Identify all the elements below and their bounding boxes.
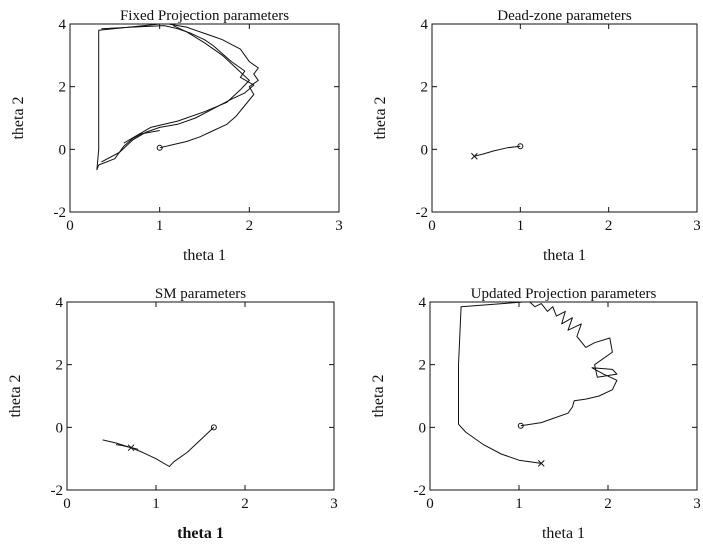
trajectory-line-2 xyxy=(101,25,255,163)
plot-frame xyxy=(69,23,340,213)
y-tick-label: 4 xyxy=(59,17,67,33)
plot-title: Dead-zone parameters xyxy=(497,8,632,24)
y-tick-label: -2 xyxy=(414,483,427,499)
start-marker-o xyxy=(156,144,163,151)
plot-frame xyxy=(429,301,698,491)
y-tick-label: 2 xyxy=(419,358,427,374)
y-tick-label: 0 xyxy=(419,420,427,436)
trajectory-line-1 xyxy=(458,301,618,464)
x-axis-label: theta 1 xyxy=(183,247,226,264)
x-tick-label: 3 xyxy=(335,218,343,234)
y-tick-label: 0 xyxy=(59,142,67,158)
y-axis-label: theta 2 xyxy=(10,96,27,139)
plot-title: Fixed Projection parameters xyxy=(120,8,289,24)
y-axis-label: theta 2 xyxy=(7,374,24,417)
end-marker-x xyxy=(537,460,545,467)
y-tick-label: 0 xyxy=(421,142,429,158)
x-tick-label: 2 xyxy=(241,496,249,512)
y-tick-label: -2 xyxy=(54,205,67,221)
x-tick-label: 2 xyxy=(604,496,612,512)
end-marker-x xyxy=(471,152,478,160)
x-axis-label: theta 1 xyxy=(543,247,586,264)
y-tick-label: 4 xyxy=(56,295,64,311)
y-axis-label: theta 2 xyxy=(372,96,389,139)
x-axis-label: theta 1 xyxy=(177,525,224,542)
start-marker-o xyxy=(210,424,217,431)
start-marker-o xyxy=(517,422,524,429)
plot-frame xyxy=(431,23,698,213)
x-tick-label: 1 xyxy=(515,496,523,512)
x-tick-label: 0 xyxy=(428,218,436,234)
trajectory-line-1 xyxy=(474,145,521,157)
trajectory-line-1 xyxy=(102,426,215,467)
start-marker-o xyxy=(517,143,524,150)
x-tick-label: 2 xyxy=(605,218,613,234)
x-tick-label: 1 xyxy=(156,218,164,234)
x-tick-label: 2 xyxy=(246,218,254,234)
x-tick-label: 3 xyxy=(693,218,701,234)
y-tick-label: 4 xyxy=(419,295,427,311)
x-tick-label: 1 xyxy=(517,218,525,234)
x-tick-label: 3 xyxy=(693,496,701,512)
y-tick-label: 2 xyxy=(56,358,64,374)
trajectory-line-3 xyxy=(123,25,250,144)
y-axis-label: theta 2 xyxy=(370,374,387,417)
plot-frame xyxy=(66,301,335,491)
x-tick-label: 3 xyxy=(330,496,338,512)
x-tick-label: 0 xyxy=(66,218,74,234)
x-tick-label: 0 xyxy=(426,496,434,512)
plot-title: SM parameters xyxy=(155,286,246,302)
trajectory-line-2 xyxy=(115,444,139,450)
x-tick-label: 1 xyxy=(152,496,160,512)
y-tick-label: 2 xyxy=(421,80,429,96)
x-tick-label: 0 xyxy=(63,496,71,512)
y-tick-label: 2 xyxy=(59,80,67,96)
y-tick-label: 4 xyxy=(421,17,429,33)
x-axis-label: theta 1 xyxy=(542,525,585,542)
y-tick-label: -2 xyxy=(416,205,429,221)
plot-title: Updated Projection parameters xyxy=(471,286,657,302)
y-tick-label: 0 xyxy=(56,420,64,436)
trajectory-line-1 xyxy=(96,23,259,171)
y-tick-label: -2 xyxy=(51,483,64,499)
end-marker-x xyxy=(127,444,135,452)
